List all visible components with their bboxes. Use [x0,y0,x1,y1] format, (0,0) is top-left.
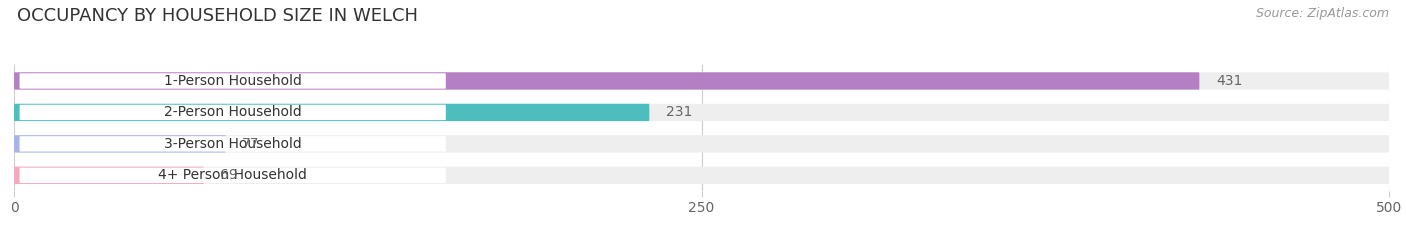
Text: 431: 431 [1216,74,1243,88]
FancyBboxPatch shape [20,168,446,183]
FancyBboxPatch shape [14,135,226,153]
FancyBboxPatch shape [14,104,1389,121]
Text: 69: 69 [221,168,238,182]
FancyBboxPatch shape [20,105,446,120]
Text: 231: 231 [666,105,692,120]
Text: 4+ Person Household: 4+ Person Household [159,168,307,182]
FancyBboxPatch shape [20,136,446,152]
FancyBboxPatch shape [14,104,650,121]
Text: 2-Person Household: 2-Person Household [165,105,301,120]
FancyBboxPatch shape [14,167,204,184]
Text: Source: ZipAtlas.com: Source: ZipAtlas.com [1256,7,1389,20]
FancyBboxPatch shape [20,73,446,89]
Text: OCCUPANCY BY HOUSEHOLD SIZE IN WELCH: OCCUPANCY BY HOUSEHOLD SIZE IN WELCH [17,7,418,25]
Text: 77: 77 [242,137,260,151]
FancyBboxPatch shape [14,135,1389,153]
Text: 1-Person Household: 1-Person Household [163,74,302,88]
FancyBboxPatch shape [14,72,1389,90]
Text: 3-Person Household: 3-Person Household [165,137,301,151]
FancyBboxPatch shape [14,72,1199,90]
FancyBboxPatch shape [14,167,1389,184]
